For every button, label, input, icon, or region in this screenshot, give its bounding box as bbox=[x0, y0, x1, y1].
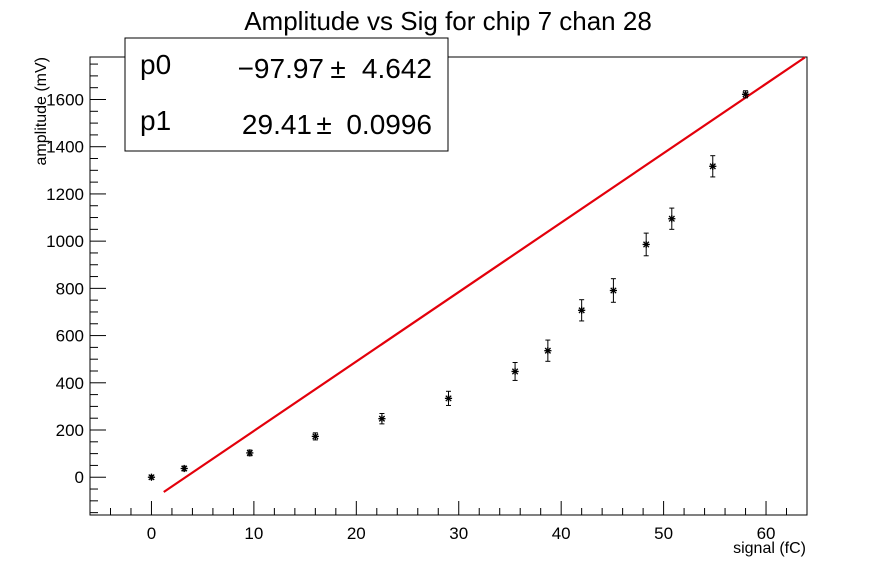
fit-line-group bbox=[163, 56, 806, 493]
data-point bbox=[668, 207, 676, 230]
data-point bbox=[741, 90, 750, 99]
stats-p1-error: 0.0996 bbox=[346, 109, 432, 140]
stats-p0-name: p0 bbox=[140, 49, 171, 80]
data-point bbox=[544, 339, 552, 362]
x-tick-label: 60 bbox=[757, 524, 776, 543]
stats-p1-value: 29.41 bbox=[242, 109, 312, 140]
data-point bbox=[511, 361, 519, 381]
y-tick-label: 1600 bbox=[46, 90, 84, 109]
y-tick-label: 1400 bbox=[46, 138, 84, 157]
data-points bbox=[147, 90, 750, 481]
data-point bbox=[444, 390, 453, 406]
chart-title: Amplitude vs Sig for chip 7 chan 28 bbox=[244, 6, 652, 36]
x-tick-label: 50 bbox=[654, 524, 673, 543]
data-point bbox=[147, 473, 156, 481]
y-tick-label: 1000 bbox=[46, 232, 84, 251]
star-marker bbox=[511, 367, 519, 376]
star-marker bbox=[444, 394, 453, 402]
y-axis-ticks: 0 200 400 600 800 1000 1200 1400 1600 bbox=[46, 63, 106, 514]
data-point bbox=[709, 155, 717, 178]
star-marker bbox=[147, 473, 156, 481]
x-tick-label: 0 bbox=[147, 524, 156, 543]
star-marker bbox=[180, 464, 188, 473]
fit-stats-box: p0 −97.97 ± 4.642 p1 29.41 ± 0.0996 bbox=[124, 37, 449, 152]
x-axis-label: signal (fC) bbox=[733, 540, 806, 557]
y-tick-label: 0 bbox=[75, 468, 84, 487]
star-marker bbox=[642, 240, 650, 249]
y-tick-label: 400 bbox=[56, 374, 84, 393]
star-marker bbox=[246, 449, 254, 457]
data-point bbox=[378, 412, 386, 425]
stats-box-frame bbox=[124, 37, 449, 152]
x-axis-ticks: 0 10 20 30 40 50 60 bbox=[89, 501, 808, 543]
data-point bbox=[246, 449, 254, 457]
star-marker bbox=[609, 286, 618, 295]
stats-p0-error: 4.642 bbox=[362, 53, 432, 84]
stats-p1-name: p1 bbox=[140, 105, 171, 136]
y-axis-label: amplitude (mV) bbox=[33, 57, 50, 165]
star-marker bbox=[709, 162, 717, 170]
star-marker bbox=[311, 432, 319, 440]
data-point bbox=[642, 232, 650, 257]
star-marker bbox=[668, 215, 676, 223]
star-marker bbox=[544, 347, 552, 355]
y-tick-label: 200 bbox=[56, 421, 84, 440]
stats-p1-pm: ± bbox=[316, 109, 331, 140]
data-point bbox=[311, 432, 319, 441]
data-point bbox=[578, 299, 586, 322]
stats-p0-value: −97.97 bbox=[238, 53, 324, 84]
y-tick-label: 800 bbox=[56, 279, 84, 298]
star-marker bbox=[578, 306, 586, 314]
star-marker bbox=[378, 415, 386, 423]
star-marker bbox=[741, 90, 750, 98]
x-tick-label: 30 bbox=[449, 524, 468, 543]
x-tick-label: 10 bbox=[244, 524, 263, 543]
x-tick-label: 40 bbox=[552, 524, 571, 543]
y-tick-label: 1200 bbox=[46, 185, 84, 204]
data-point bbox=[180, 464, 188, 473]
x-tick-label: 20 bbox=[347, 524, 366, 543]
fit-line bbox=[163, 56, 806, 493]
stats-p0-pm: ± bbox=[330, 53, 345, 84]
data-point bbox=[609, 278, 618, 303]
y-tick-label: 600 bbox=[56, 327, 84, 346]
